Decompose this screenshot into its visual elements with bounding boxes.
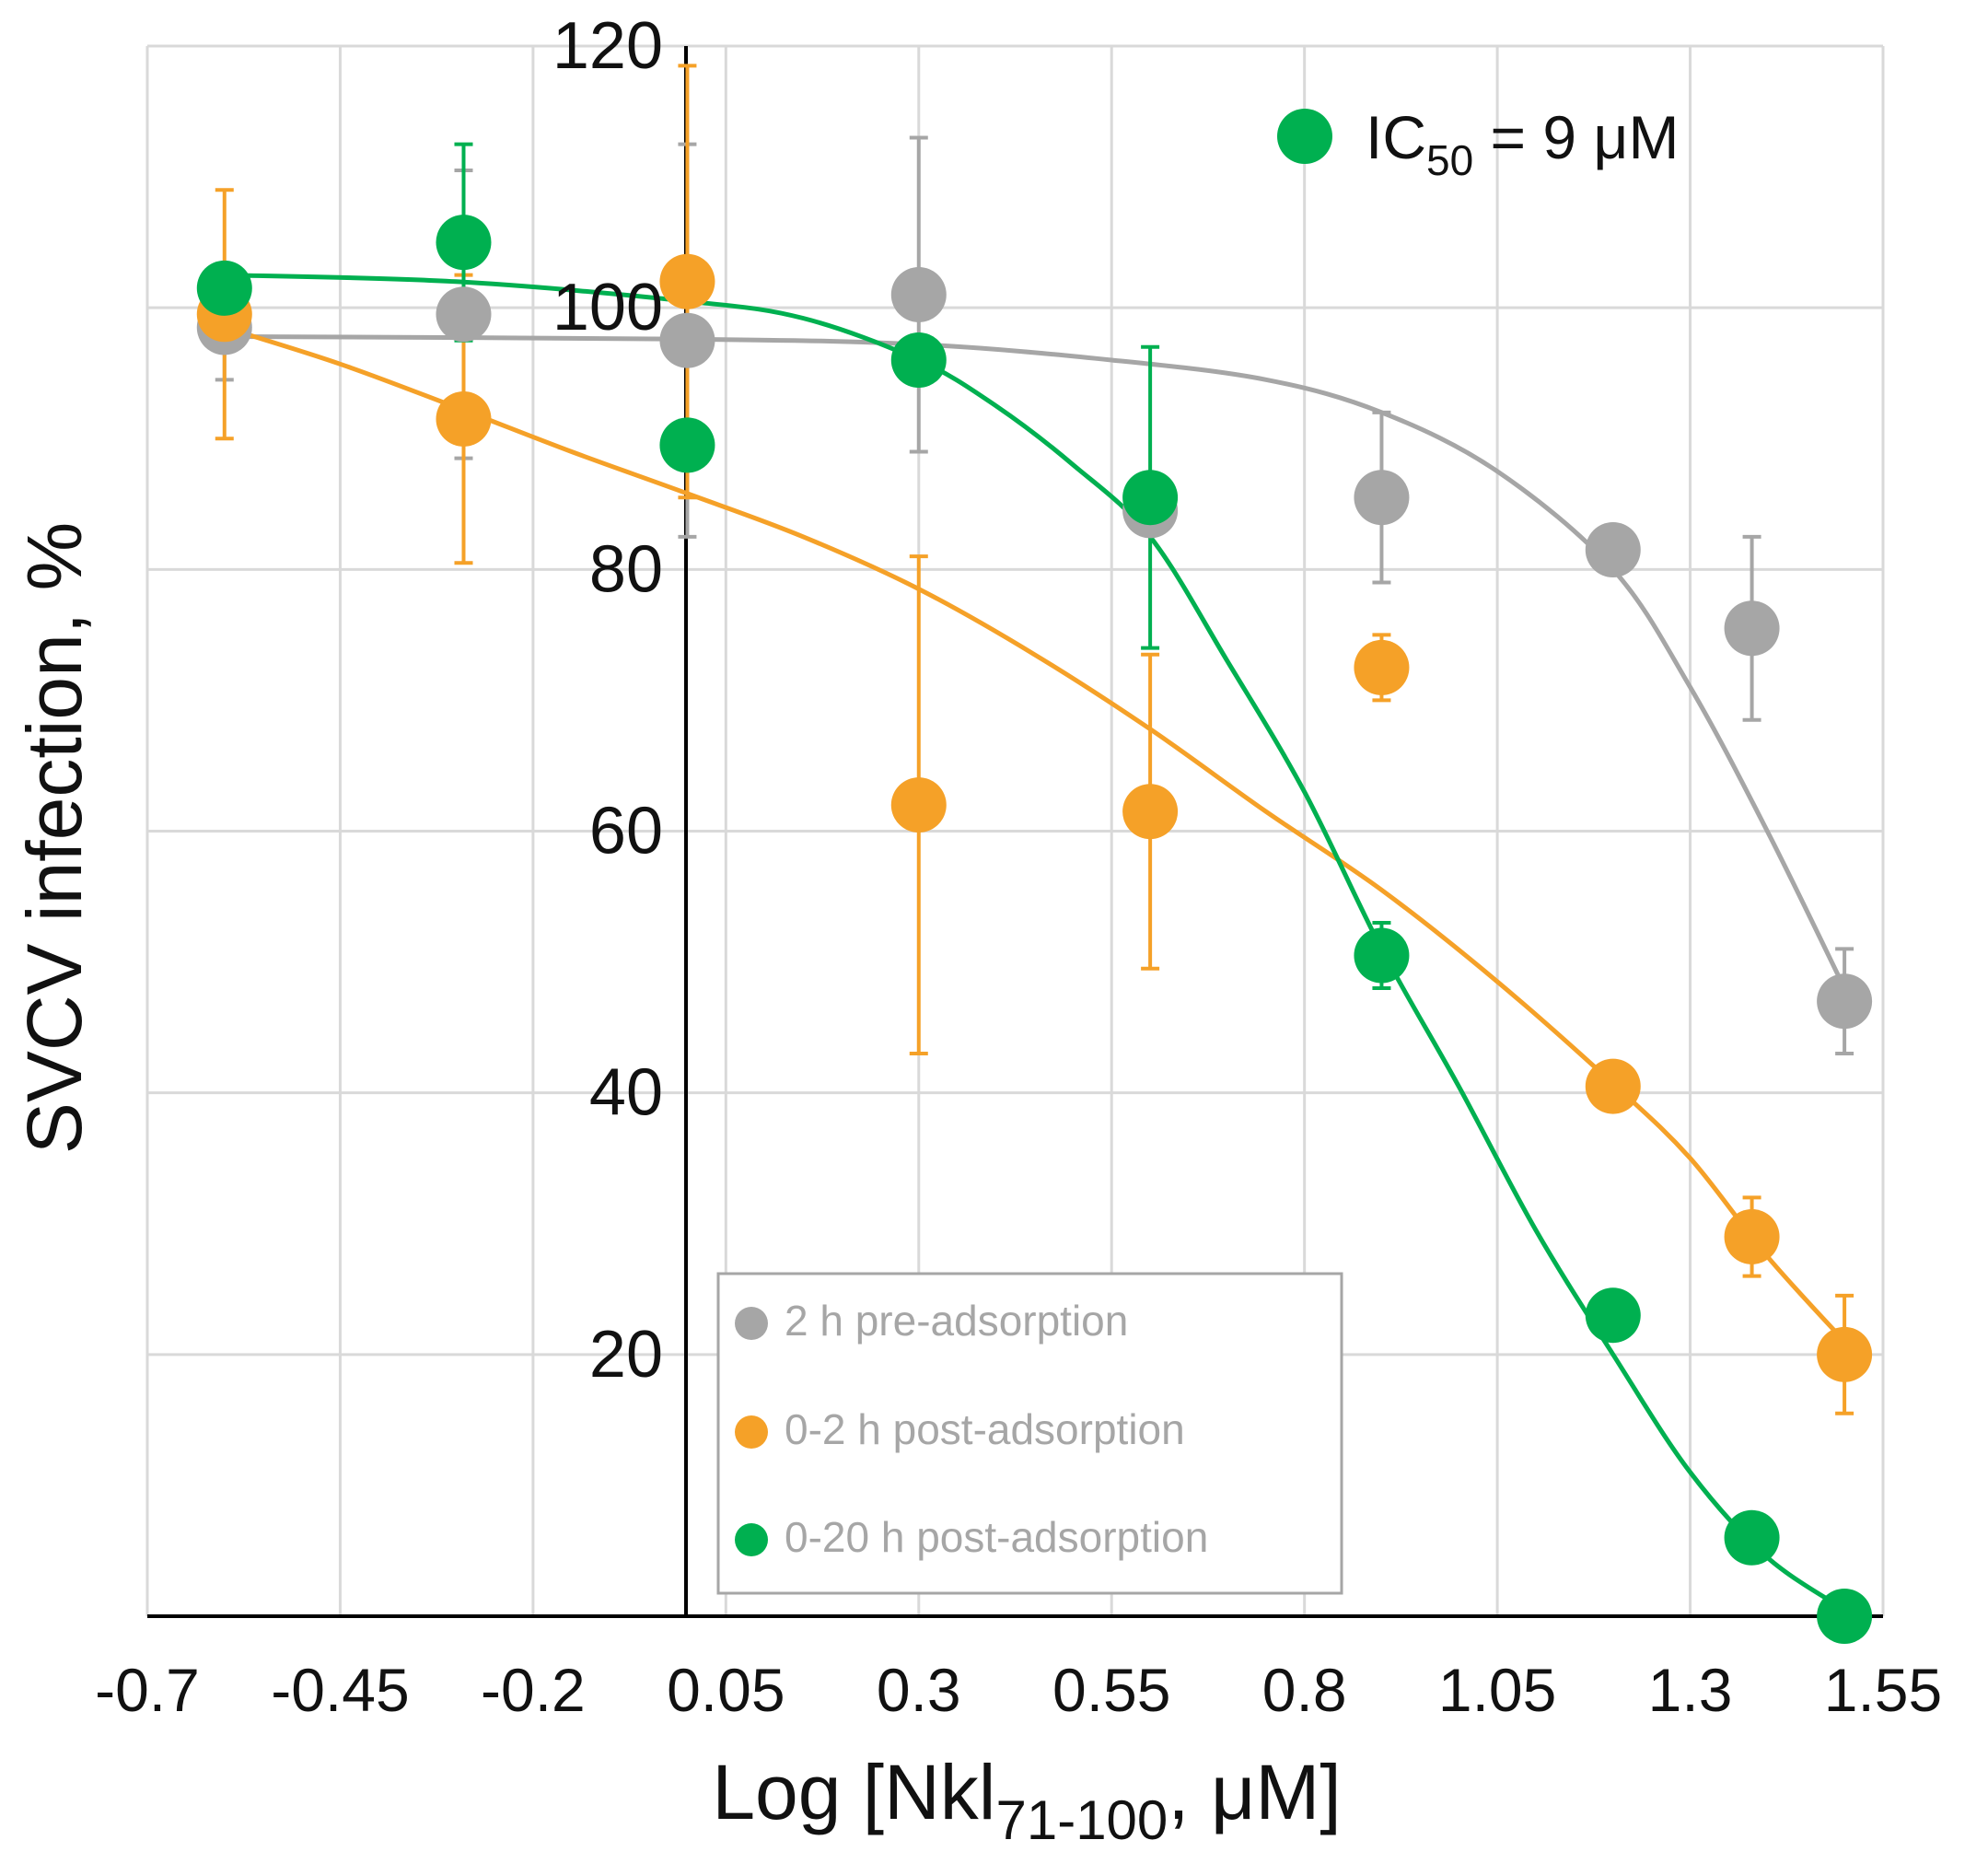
data-point-series-1 [1817,1326,1873,1382]
data-point-series-0 [1354,470,1410,526]
y-tick-label: 80 [589,532,663,606]
legend-box [716,1272,1343,1595]
y-tick-label: 40 [589,1056,663,1130]
legend-marker-0-20h [735,1523,768,1556]
data-point-series-2 [890,332,947,388]
data-point-series-0 [1724,600,1780,657]
data-point-series-0 [1585,522,1641,578]
ic50-subscript: 50 [1426,136,1473,184]
data-point-series-2 [1354,927,1410,984]
ic50-prefix: IC [1366,103,1426,171]
ic50-annotation: IC50 = 9 μM [1277,103,1679,184]
legend-marker-0-2h [735,1415,768,1449]
data-points [196,215,1873,1644]
ic50-text: IC50 = 9 μM [1366,103,1679,184]
x-tick-labels: -0.7 -0.45 -0.2 0.05 0.3 0.55 0.8 1.05 1.3 1.55 [95,1656,1942,1724]
data-point-series-0 [659,312,715,368]
y-tick-label: 100 [552,271,663,344]
x-axis-label-subscript: 71-100 [995,1789,1168,1851]
x-tick-label: -0.45 [271,1656,409,1724]
legend-label-pre-adsorption: 2 h pre-adsorption [785,1297,1128,1345]
x-tick-label: 0.3 [877,1656,961,1724]
data-point-series-1 [1585,1058,1641,1114]
x-tick-label: 0.55 [1052,1656,1170,1724]
y-axis-label: SVCV infection, % [11,522,98,1154]
data-point-series-1 [1354,639,1410,695]
fit-curves [224,273,1847,1612]
x-axis-label-main: Log [Nkl [712,1749,995,1835]
data-point-series-0 [1817,973,1873,1030]
x-tick-label: 1.3 [1648,1656,1733,1724]
data-point-series-2 [1122,470,1179,526]
fit-curve-series-2 [224,273,1846,1612]
data-point-series-2 [196,260,252,316]
x-axis-label: Log [Nkl71-100, μM] [712,1749,1341,1851]
data-point-series-2 [659,417,715,473]
y-tick-label: 60 [589,795,663,868]
data-point-series-1 [1724,1208,1780,1264]
legend-marker-pre-adsorption [735,1307,768,1340]
ic50-marker [1277,109,1332,164]
y-tick-labels: 20 40 60 80 100 120 [552,9,663,1392]
y-tick-label: 120 [552,9,663,83]
x-tick-label: 0.05 [667,1656,785,1724]
x-tick-label: 0.8 [1262,1656,1347,1724]
data-point-series-2 [436,215,492,271]
y-tick-label: 20 [589,1318,663,1392]
data-point-series-1 [659,253,715,309]
x-tick-label: 1.55 [1824,1656,1942,1724]
fit-curve-series-0 [224,333,1847,990]
x-tick-label: -0.7 [95,1656,200,1724]
fit-curve-series-1 [224,325,1846,1344]
legend: 2 h pre-adsorption 0-2 h post-adsorption… [716,1272,1343,1595]
x-tick-label: 1.05 [1438,1656,1556,1724]
legend-label-0-2h: 0-2 h post-adsorption [785,1405,1185,1453]
legend-label-0-20h: 0-20 h post-adsorption [785,1513,1208,1561]
data-point-series-2 [1817,1589,1873,1644]
data-point-series-1 [890,777,947,833]
data-point-series-1 [436,390,492,447]
data-point-series-0 [436,286,492,343]
ic50-suffix: = 9 μM [1473,103,1679,171]
x-tick-label: -0.2 [481,1656,586,1724]
data-point-series-2 [1585,1287,1641,1344]
data-point-series-0 [890,266,947,322]
data-point-series-1 [1122,784,1179,840]
x-axis-label-tail: , μM] [1168,1749,1341,1835]
data-point-series-2 [1724,1509,1780,1566]
